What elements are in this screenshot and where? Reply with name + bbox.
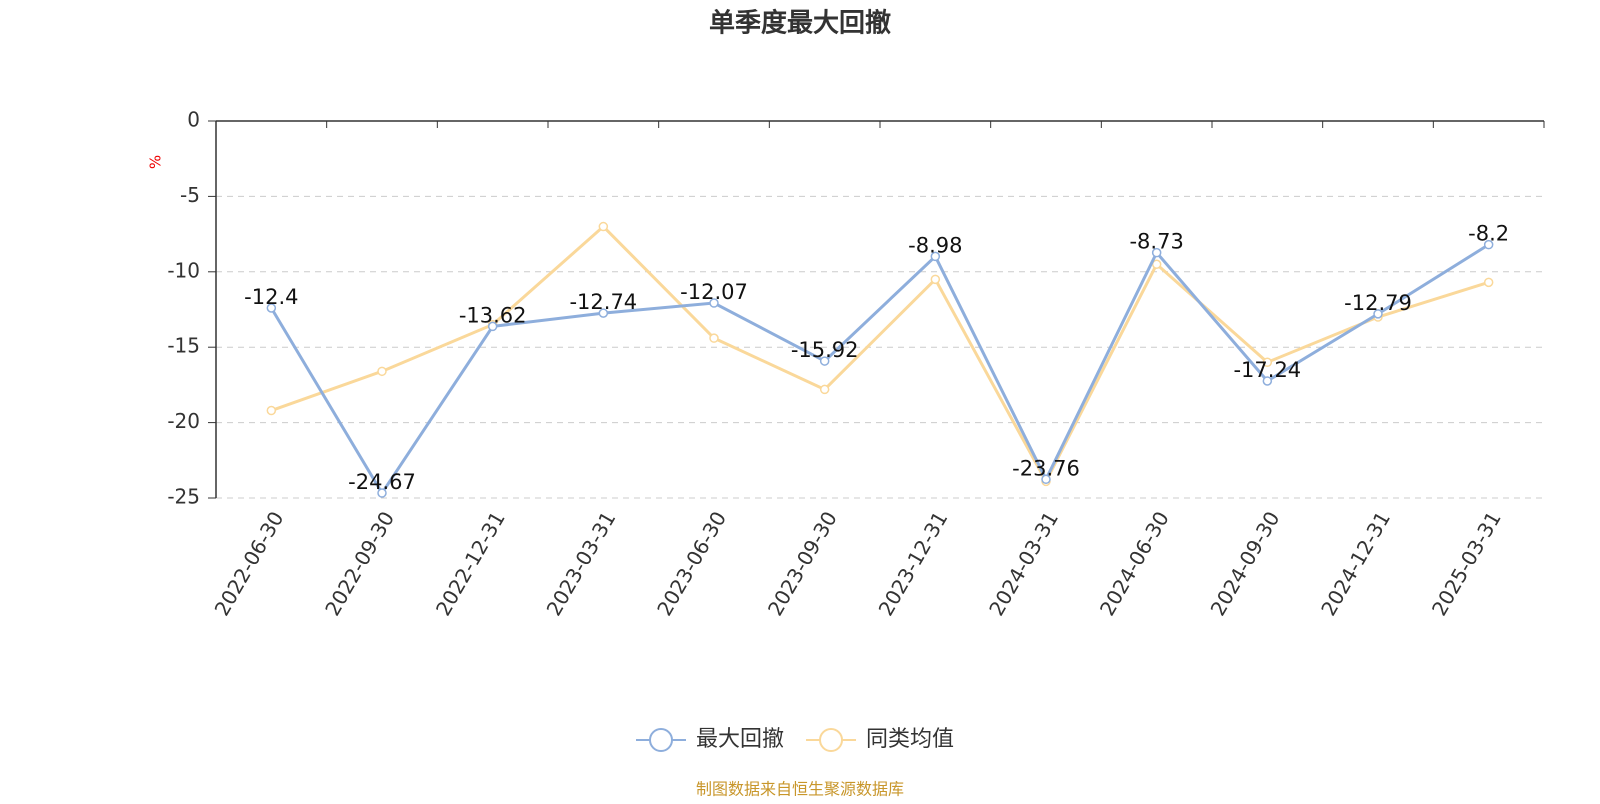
y-tick-label: -20 <box>167 409 200 433</box>
data-label: -24.67 <box>348 470 416 494</box>
data-label: -8.73 <box>1129 230 1183 254</box>
point <box>377 366 387 377</box>
x-tick-label: 2024-09-30 <box>1206 507 1285 620</box>
x-tick-label: 2023-06-30 <box>652 507 731 620</box>
legend-label: 同类均值 <box>866 727 954 752</box>
point <box>1262 357 1273 368</box>
data-label: -8.2 <box>1468 222 1509 246</box>
data-label: -12.79 <box>1344 291 1412 315</box>
point <box>930 251 941 262</box>
data-label: -15.92 <box>791 338 859 362</box>
point <box>1483 239 1494 250</box>
point <box>377 488 387 498</box>
x-tick-label: 2022-09-30 <box>320 507 399 620</box>
point <box>1151 259 1162 270</box>
point <box>487 321 498 332</box>
data-label: -17.24 <box>1233 358 1301 382</box>
y-tick-label: -10 <box>167 258 200 282</box>
legend-marker <box>819 728 844 752</box>
y-tick-label: -15 <box>167 334 200 358</box>
legend-label: 最大回撤 <box>696 727 784 752</box>
point <box>819 384 830 395</box>
x-tick-label: 2023-03-31 <box>542 507 621 620</box>
x-tick-label: 2023-12-31 <box>874 507 953 620</box>
y-tick-label: -5 <box>180 183 200 207</box>
point <box>930 274 941 285</box>
point <box>1151 247 1162 258</box>
y-tick-label: -25 <box>167 485 200 509</box>
point <box>598 308 609 318</box>
point <box>1041 474 1051 485</box>
y-tick-label: 0 <box>187 108 200 132</box>
y-axis-label: % <box>147 155 165 169</box>
point <box>709 333 719 343</box>
point <box>598 221 609 232</box>
point <box>266 405 277 416</box>
point <box>1262 376 1273 386</box>
data-label: -13.62 <box>459 303 527 327</box>
series-line <box>270 224 1490 485</box>
x-tick-label: 2025-03-31 <box>1427 507 1506 620</box>
x-tick-label: 2024-12-31 <box>1316 507 1395 620</box>
data-label: -12.74 <box>569 290 637 314</box>
x-tick-label: 2024-06-30 <box>1095 507 1174 620</box>
point <box>1483 277 1494 288</box>
chart-title: 单季度最大回撤 <box>709 8 891 39</box>
data-label: -23.76 <box>1012 456 1080 480</box>
legend-marker <box>649 728 673 752</box>
point <box>819 356 830 366</box>
data-label: -12.4 <box>244 285 298 309</box>
point <box>266 303 277 313</box>
source-note: 制图数据来自恒生聚源数据库 <box>696 780 904 799</box>
point <box>709 298 719 308</box>
series-line <box>270 243 1490 496</box>
x-tick-label: 2023-09-30 <box>763 507 842 620</box>
data-label: -8.98 <box>908 233 962 257</box>
data-label: -12.07 <box>680 280 748 304</box>
x-tick-label: 2022-12-31 <box>431 507 510 620</box>
x-tick-label: 2024-03-31 <box>984 507 1063 620</box>
x-tick-label: 2022-06-30 <box>210 507 289 620</box>
point <box>1373 309 1383 319</box>
